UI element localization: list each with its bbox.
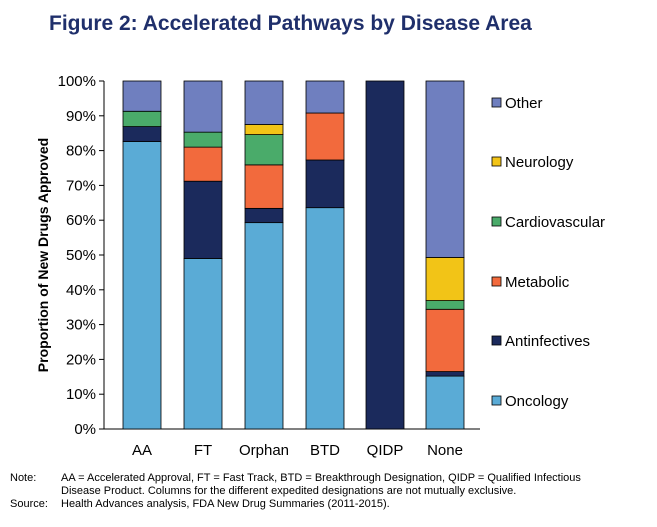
note-text-line2: Disease Product. Columns for the differe… (61, 485, 517, 497)
bar-segment-btd-metabolic (305, 112, 345, 161)
y-tick-label: 0% (74, 421, 96, 438)
bar-segment-aa-oncology (122, 141, 162, 430)
legend-label-oncology: Oncology (505, 393, 569, 410)
legend-label-neurology: Neurology (505, 154, 574, 171)
bar-segment-orphan-other (244, 80, 284, 125)
legend-swatch-cardiovascular (491, 216, 502, 227)
x-tick-label: QIDP (367, 442, 404, 459)
bar-segment-ft-oncology (183, 258, 223, 430)
bar-segment-none-antinfectives (425, 371, 465, 377)
bar-segment-aa-cardiovascular (122, 110, 162, 127)
y-tick-label: 30% (66, 317, 96, 334)
note-label: Note: (10, 472, 37, 484)
y-tick-label: 20% (66, 351, 96, 368)
bar-segment-qidp-antinfectives (365, 80, 405, 430)
bar-segment-orphan-metabolic (244, 164, 284, 209)
legend-swatch-oncology (491, 395, 502, 406)
y-tick-label: 100% (58, 73, 96, 90)
x-tick-label: Orphan (239, 442, 289, 459)
legend-swatch-neurology (491, 156, 502, 167)
legend-label-antinfectives: Antinfectives (505, 333, 590, 350)
bar-segment-orphan-oncology (244, 222, 284, 430)
source-label: Source: (10, 498, 48, 510)
bar-segment-none-other (425, 80, 465, 258)
legend-label-metabolic: Metabolic (505, 274, 570, 291)
bar-segment-ft-other (183, 80, 223, 133)
y-tick-label: 70% (66, 177, 96, 194)
y-tick-label: 60% (66, 212, 96, 229)
x-tick-label: AA (132, 442, 152, 459)
bar-segment-btd-oncology (305, 207, 345, 430)
legend-label-cardiovascular: Cardiovascular (505, 214, 605, 231)
bar-segment-aa-antinfectives (122, 126, 162, 142)
legend-swatch-other (491, 97, 502, 108)
stacked-bar-chart: 0% 10% 20% 30% 40% 50% 60% 70% 80% 90% 100% Proport… (35, 73, 605, 459)
y-tick-label: 50% (66, 247, 96, 264)
bar-segment-orphan-antinfectives (244, 207, 284, 224)
note-text-line1: AA = Accelerated Approval, FT = Fast Tra… (61, 472, 581, 484)
bar-segment-none-metabolic (425, 308, 465, 372)
y-axis-title: Proportion of New Drugs Approved (35, 138, 51, 372)
bar-segment-none-oncology (425, 375, 465, 430)
bar-segment-aa-other (122, 80, 162, 112)
chart-notes: Note: AA = Accelerated Approval, FT = Fa… (10, 472, 655, 511)
y-tick-label: 90% (66, 108, 96, 125)
bar-segment-none-neurology (425, 257, 465, 301)
y-tick-label: 10% (66, 386, 96, 403)
legend-swatch-metabolic (491, 276, 502, 287)
bar-segment-ft-metabolic (183, 146, 223, 182)
bar-segment-btd-antinfectives (305, 159, 345, 209)
chart-title: Figure 2: Accelerated Pathways by Diseas… (49, 12, 532, 35)
bar-segment-orphan-neurology (244, 124, 284, 135)
source-text: Health Advances analysis, FDA New Drug S… (61, 498, 390, 510)
bar-segment-btd-other (305, 80, 345, 114)
x-tick-label: FT (194, 442, 212, 459)
x-tick-label: BTD (310, 442, 340, 459)
x-tick-label: None (427, 442, 463, 459)
bar-segment-orphan-cardiovascular (244, 134, 284, 166)
y-tick-label: 40% (66, 282, 96, 299)
y-tick-label: 80% (66, 143, 96, 160)
bar-segment-none-cardiovascular (425, 300, 465, 310)
legend-label-other: Other (505, 95, 543, 112)
bar-segment-ft-cardiovascular (183, 131, 223, 148)
legend-swatch-antinfectives (491, 335, 502, 346)
bar-segment-ft-antinfectives (183, 180, 223, 259)
